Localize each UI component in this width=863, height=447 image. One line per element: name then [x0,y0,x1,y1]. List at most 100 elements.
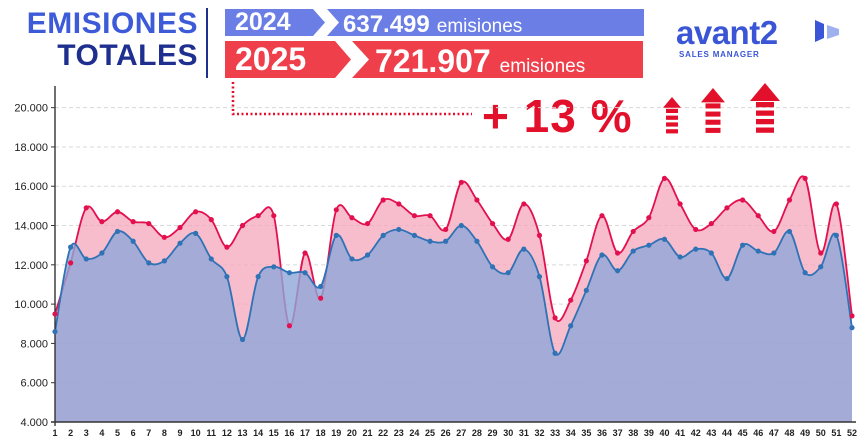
point-2024 [318,284,323,289]
point-2025 [209,217,214,222]
point-2024 [99,250,104,255]
point-2024 [771,250,776,255]
point-2025 [412,213,417,218]
x-tick-label: 13 [238,428,248,438]
point-2025 [115,209,120,214]
arrow-stripe [706,112,721,117]
point-2025 [474,197,479,202]
point-2024 [724,276,729,281]
arrow-stripe [756,128,774,133]
arrow-stripe [706,128,721,133]
point-2024 [381,233,386,238]
y-tick-label: 18.000 [14,142,48,154]
x-tick-label: 16 [284,428,294,438]
point-2024 [599,252,604,257]
point-2024 [709,250,714,255]
point-2024 [412,233,417,238]
point-2024 [834,233,839,238]
x-tick-label: 14 [253,428,263,438]
x-tick-label: 31 [519,428,529,438]
x-tick-label: 32 [534,428,544,438]
y-tick-label: 10.000 [14,299,48,311]
x-tick-label: 44 [722,428,732,438]
point-2025 [849,313,854,318]
point-2024 [756,248,761,253]
point-2025 [381,197,386,202]
arrow-head [701,88,725,102]
x-tick-label: 51 [831,428,841,438]
point-2024 [818,264,823,269]
point-2025 [662,176,667,181]
point-2025 [552,315,557,320]
x-tick-label: 1 [52,428,57,438]
point-2025 [537,233,542,238]
x-tick-label: 38 [628,428,638,438]
point-2025 [99,219,104,224]
point-2025 [771,229,776,234]
point-2024 [256,274,261,279]
point-2025 [146,221,151,226]
point-2024 [443,239,448,244]
point-2025 [318,296,323,301]
point-2024 [209,256,214,261]
point-2025 [443,227,448,232]
point-2024 [677,254,682,259]
x-tick-label: 39 [644,428,654,438]
x-tick-label: 33 [550,428,560,438]
up-arrow-icon [663,97,681,133]
point-2024 [52,329,57,334]
x-tick-label: 23 [394,428,404,438]
x-tick-label: 49 [800,428,810,438]
y-tick-label: 14.000 [14,221,48,233]
point-2025 [427,213,432,218]
x-tick-label: 37 [613,428,623,438]
point-2024 [584,288,589,293]
y-tick-label: 6.000 [20,378,48,390]
up-arrow-icon [701,88,725,133]
point-2024 [615,268,620,273]
point-2025 [677,201,682,206]
x-tick-label: 48 [784,428,794,438]
x-tick-label: 10 [191,428,201,438]
point-2024 [302,270,307,275]
arrow-stripe [706,103,721,108]
point-2025 [521,201,526,206]
point-2024 [849,325,854,330]
point-2024 [193,231,198,236]
x-tick-label: 40 [659,428,669,438]
point-2024 [631,248,636,253]
point-2025 [693,227,698,232]
arrow-stripe [666,122,678,126]
point-2025 [459,180,464,185]
x-tick-label: 22 [378,428,388,438]
point-2025 [162,235,167,240]
x-tick-label: 25 [425,428,435,438]
point-2024 [537,274,542,279]
point-2025 [256,213,261,218]
x-tick-label: 20 [347,428,357,438]
x-tick-label: 21 [363,428,373,438]
point-2024 [131,239,136,244]
point-2025 [287,323,292,328]
x-tick-label: 29 [488,428,498,438]
area-layer [55,176,852,422]
point-2025 [349,215,354,220]
x-tick-label: 5 [115,428,120,438]
arrow-stripe [666,129,678,133]
point-2024 [787,229,792,234]
point-2025 [224,245,229,250]
point-2024 [224,274,229,279]
point-2025 [740,197,745,202]
point-2024 [115,229,120,234]
point-2024 [803,270,808,275]
point-2025 [631,229,636,234]
point-2024 [521,247,526,252]
point-2024 [162,258,167,263]
y-tick-label: 12.000 [14,260,48,272]
point-2024 [271,264,276,269]
point-2025 [131,219,136,224]
x-tick-label: 28 [472,428,482,438]
point-2025 [84,205,89,210]
y-tick-label: 20.000 [14,103,48,115]
